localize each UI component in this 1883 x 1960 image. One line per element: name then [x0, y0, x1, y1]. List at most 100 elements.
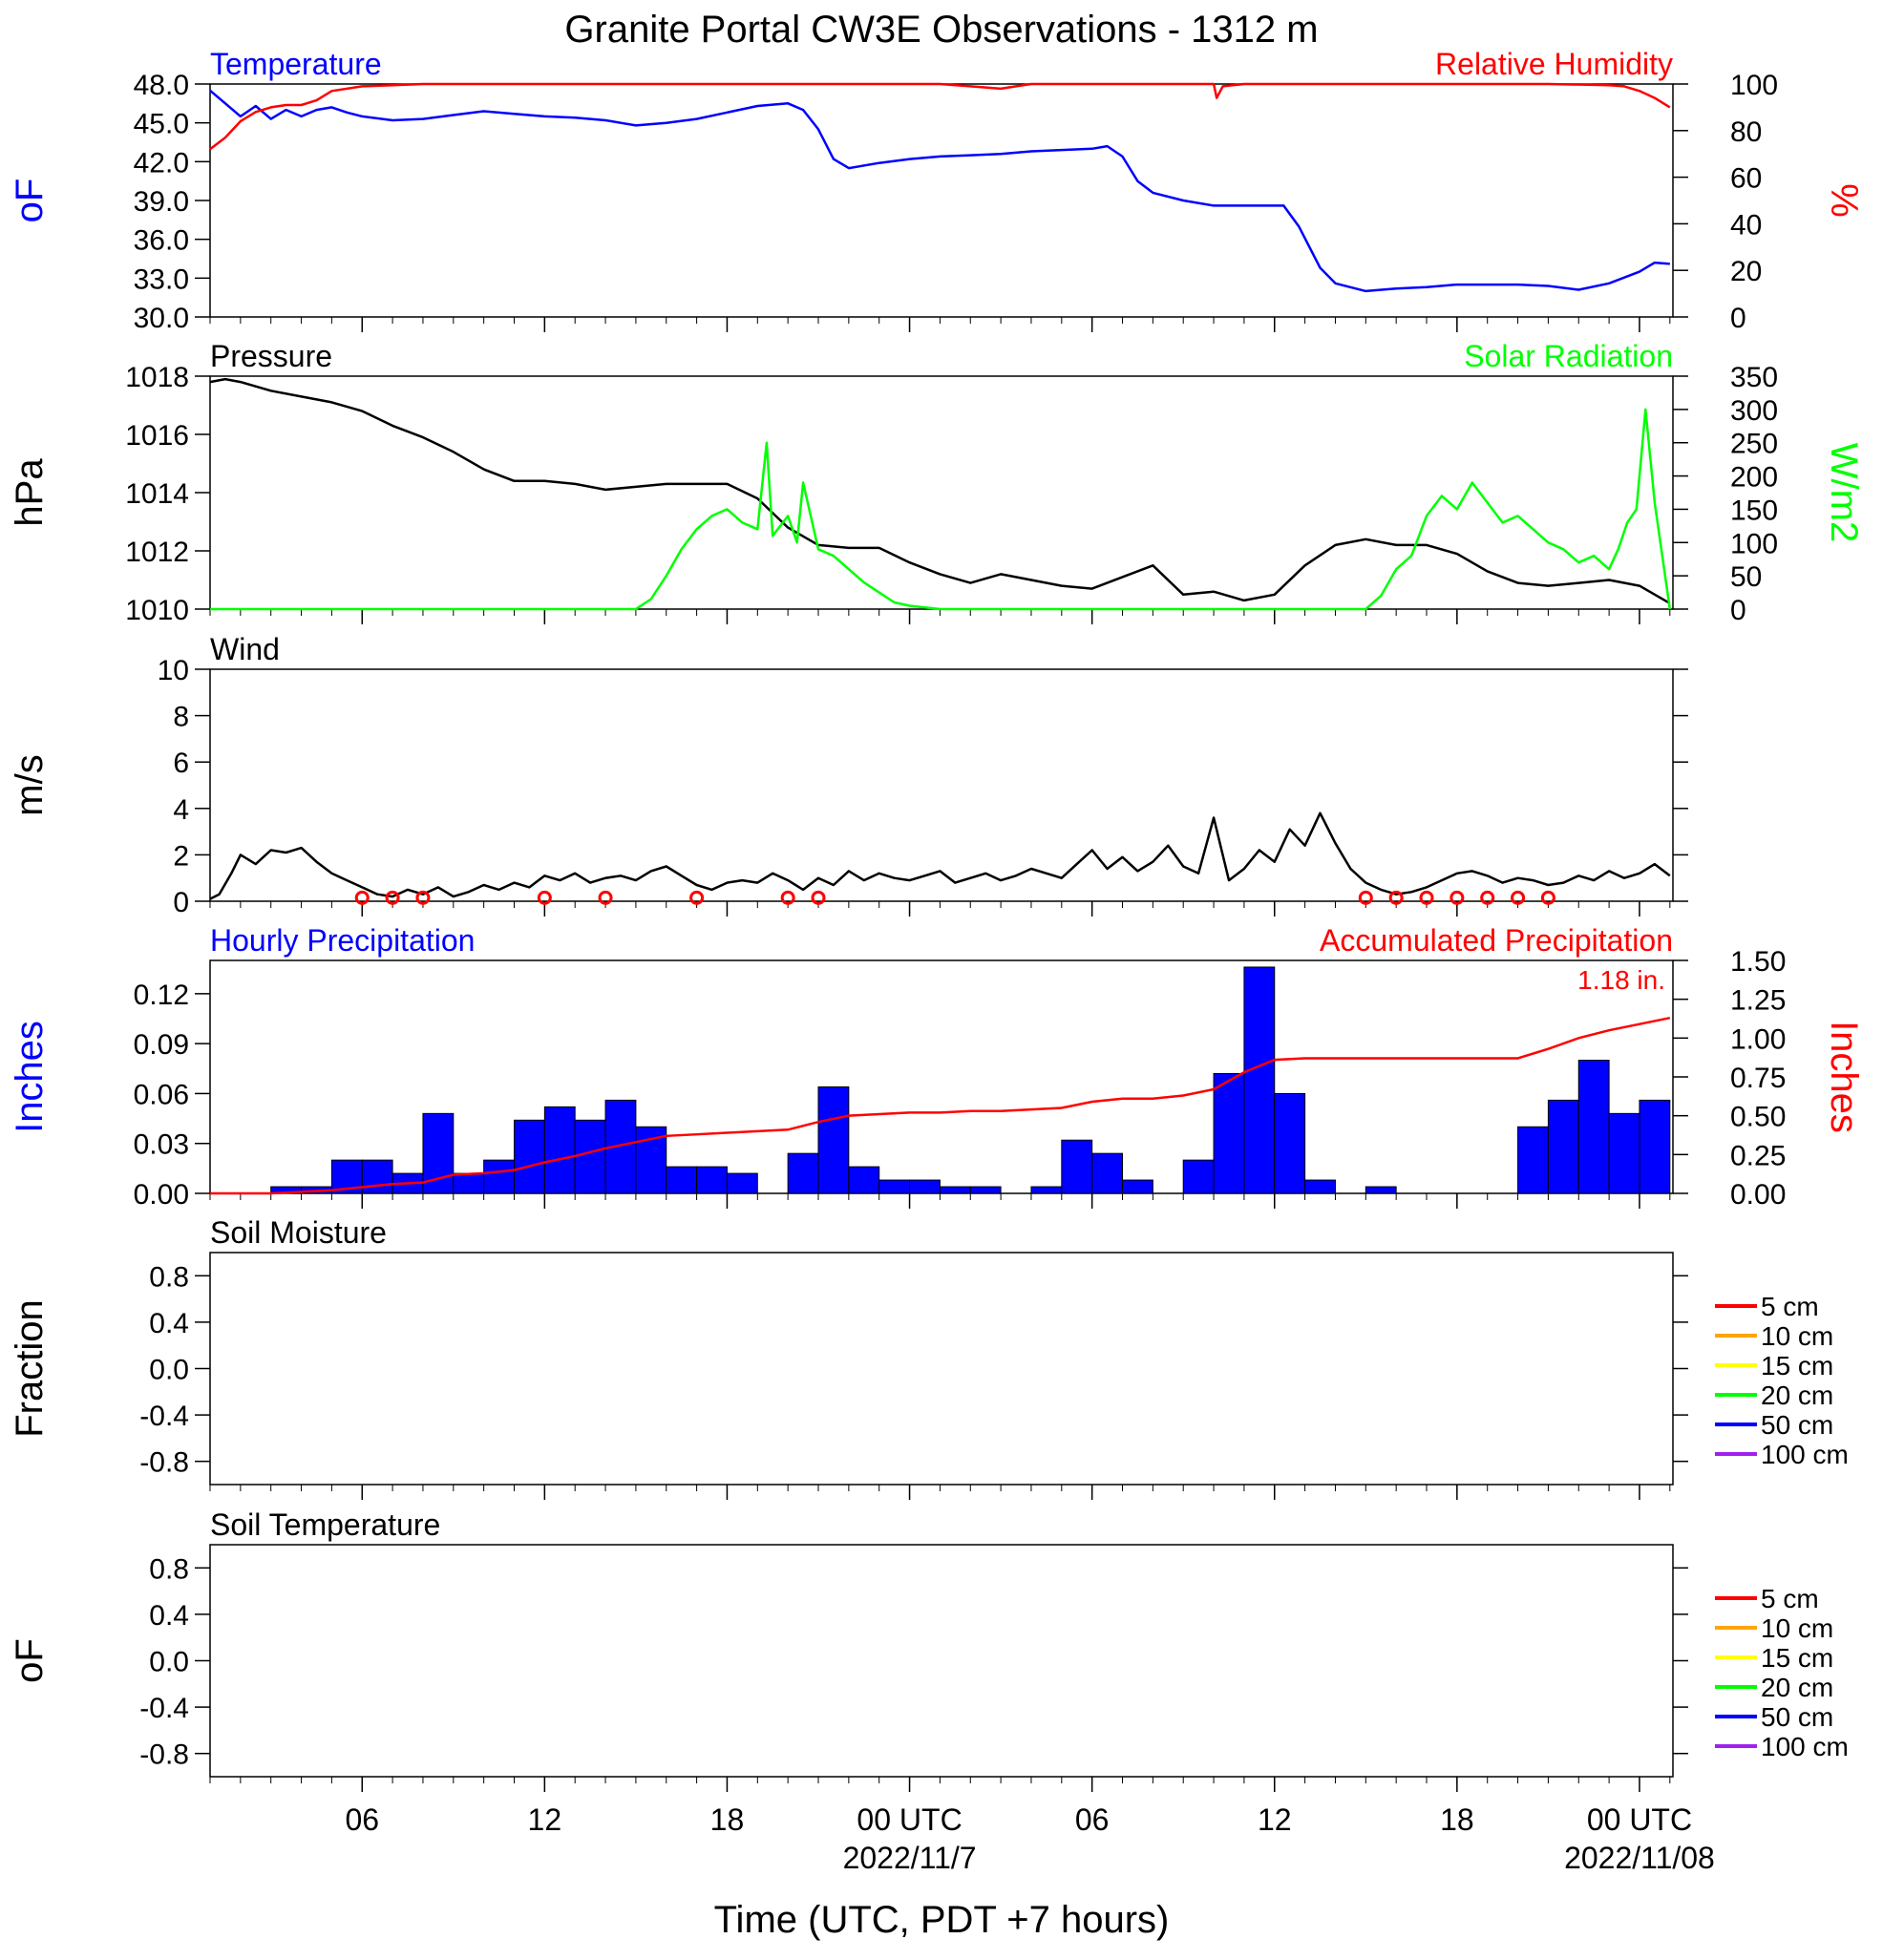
- y-right-tick-label: 0: [1730, 303, 1746, 334]
- calm-wind-marker: [811, 890, 826, 905]
- y-left-tick-label: 1012: [125, 537, 189, 568]
- legend-label: 20 cm: [1761, 1380, 1833, 1410]
- y-right-tick-label: 1.00: [1730, 1023, 1786, 1055]
- plot-frame: [209, 1252, 1674, 1486]
- y-right-axis-label: %: [1823, 183, 1865, 218]
- y-left-tick-label: 39.0: [134, 186, 189, 218]
- legend-label: 5 cm: [1761, 1292, 1819, 1321]
- y-left-axis-label: oF: [9, 179, 51, 223]
- precip-bar: [787, 1152, 819, 1194]
- y-right-tick-label: 40: [1730, 209, 1762, 241]
- calm-wind-marker: [1480, 890, 1495, 905]
- legend-label: 100 cm: [1761, 1732, 1849, 1761]
- y-right-tick-label: 50: [1730, 561, 1762, 593]
- precip-bar: [726, 1172, 758, 1194]
- precip-bar: [666, 1166, 698, 1194]
- x-tick-label: 00 UTC: [1587, 1802, 1692, 1837]
- y-left-tick-label: 6: [173, 748, 189, 779]
- y-right-tick-label: 150: [1730, 495, 1778, 526]
- y-left-axis-label: Fraction: [9, 1299, 51, 1438]
- y-left-tick-label: 48.0: [134, 70, 189, 101]
- panel-left-title: Pressure: [210, 339, 332, 373]
- y-right-tick-label: 20: [1730, 256, 1762, 287]
- calm-wind-marker: [1419, 890, 1434, 905]
- legend-label: 15 cm: [1761, 1643, 1833, 1673]
- y-left-tick-label: -0.4: [139, 1401, 189, 1432]
- panel-right-title: Accumulated Precipitation: [1320, 923, 1673, 958]
- y-left-axis-label: hPa: [9, 458, 51, 527]
- y-left-tick-label: 10: [158, 655, 189, 686]
- y-left-axis-label: oF: [9, 1638, 51, 1683]
- calm-wind-marker: [415, 890, 431, 905]
- precip-bar: [1182, 1159, 1215, 1194]
- plot-frame: [209, 668, 1674, 902]
- precip-bar: [939, 1186, 971, 1194]
- y-left-tick-label: 8: [173, 702, 189, 733]
- y-right-tick-label: 200: [1730, 462, 1778, 494]
- y-left-tick-label: 0.03: [134, 1129, 189, 1161]
- y-left-tick-label: 0.4: [149, 1308, 189, 1339]
- calm-wind-marker: [1540, 890, 1555, 905]
- y-left-tick-label: 0.12: [134, 980, 189, 1011]
- y-right-tick-label: 60: [1730, 163, 1762, 195]
- calm-wind-marker: [354, 890, 370, 905]
- y-right-axis-label: Inches: [1823, 1021, 1865, 1133]
- y-left-tick-label: -0.8: [139, 1447, 189, 1479]
- y-left-tick-label: 0.8: [149, 1261, 189, 1293]
- precip-bar: [878, 1179, 911, 1194]
- legend-label: 15 cm: [1761, 1351, 1833, 1380]
- y-left-tick-label: 45.0: [134, 109, 189, 140]
- y-right-tick-label: 0.75: [1730, 1063, 1786, 1094]
- y-left-axis-label: Inches: [9, 1021, 51, 1133]
- precip-bar: [848, 1166, 880, 1194]
- panel-soil-moisture: 0.8 0.4 0.0 -0.4 -0.8 Soil Moisture Fraction 5 …: [9, 1215, 1849, 1500]
- panel-right-title: Relative Humidity: [1435, 47, 1673, 81]
- y-right-axis-label: W/m2: [1823, 443, 1865, 542]
- pressure-solar-series-line: [209, 377, 1671, 604]
- precip-bar: [1639, 1099, 1671, 1194]
- y-right-tick-label: 1.25: [1730, 985, 1786, 1017]
- y-left-tick-label: 36.0: [134, 225, 189, 257]
- precip-bar: [1608, 1112, 1640, 1194]
- panel-left-title: Hourly Precipitation: [210, 923, 475, 958]
- y-left-tick-label: 0.06: [134, 1079, 189, 1110]
- plot-frame: [209, 1544, 1674, 1778]
- y-right-tick-label: 80: [1730, 116, 1762, 148]
- y-left-tick-label: 0: [173, 887, 189, 918]
- y-right-tick-label: 1.50: [1730, 946, 1786, 978]
- y-left-axis-label: m/s: [9, 754, 51, 815]
- y-left-tick-label: -0.8: [139, 1739, 189, 1771]
- y-left-tick-label: 0.0: [149, 1647, 189, 1678]
- precip-bar: [1304, 1179, 1336, 1194]
- y-right-tick-label: 0.50: [1730, 1102, 1786, 1133]
- precip-bar: [1091, 1152, 1124, 1194]
- precip-total-annotation: 1.18 in.: [1577, 965, 1665, 995]
- y-right-tick-label: 100: [1730, 70, 1778, 101]
- panel-precip: 0.12 0.09 0.06 0.03 0.00 1.50 1.25 1.00 0.75 0.50…: [9, 923, 1865, 1211]
- temp-rh-series-line: [209, 89, 1670, 293]
- y-left-tick-label: 0.00: [134, 1179, 189, 1211]
- x-tick-label: 06: [345, 1802, 379, 1837]
- y-left-tick-label: 2: [173, 840, 189, 872]
- calm-wind-marker: [780, 890, 795, 905]
- y-left-tick-label: 0.8: [149, 1553, 189, 1585]
- legend-label: 10 cm: [1761, 1321, 1833, 1351]
- calm-wind-marker: [1388, 890, 1404, 905]
- y-left-tick-label: 42.0: [134, 147, 189, 179]
- precip-bar: [1365, 1186, 1397, 1194]
- y-left-tick-label: -0.4: [139, 1693, 189, 1724]
- precip-bar: [969, 1186, 1002, 1194]
- y-left-tick-label: 4: [173, 794, 189, 826]
- panel-left-title: Temperature: [210, 47, 382, 81]
- precip-bar: [909, 1179, 941, 1194]
- x-tick-label: 12: [528, 1802, 562, 1837]
- y-right-tick-label: 0.25: [1730, 1140, 1786, 1171]
- precip-bar: [1243, 966, 1276, 1194]
- legend-label: 50 cm: [1761, 1410, 1833, 1440]
- y-right-tick-label: 0: [1730, 595, 1746, 626]
- x-tick-label: 18: [1440, 1802, 1474, 1837]
- x-tick-label: 00 UTC: [857, 1802, 962, 1837]
- calm-wind-marker: [1511, 890, 1526, 905]
